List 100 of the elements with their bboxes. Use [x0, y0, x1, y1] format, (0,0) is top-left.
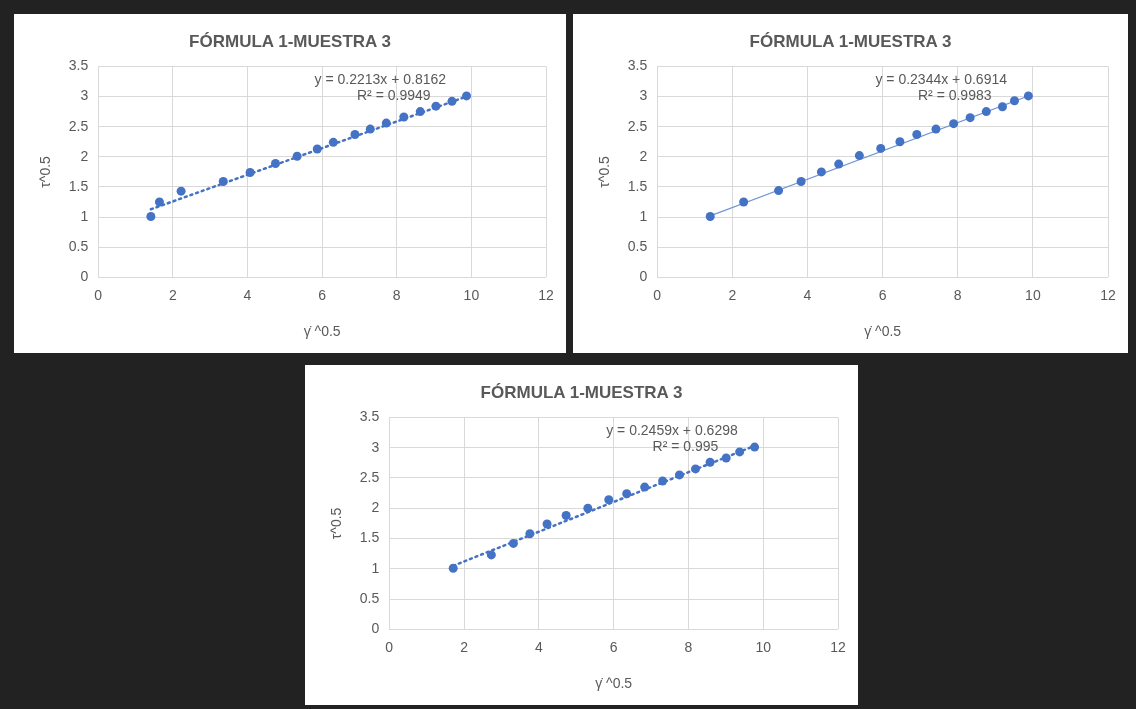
point [431, 101, 441, 111]
x-axis-title: γ̇ ^0.5 [595, 675, 633, 692]
y-tick-label: 1.5 [627, 177, 648, 194]
point [674, 470, 684, 480]
x-tick-label: 8 [953, 286, 962, 303]
point [415, 107, 425, 117]
point [561, 511, 571, 521]
point [658, 476, 668, 486]
x-axis-title: γ̇ ^0.5 [864, 323, 902, 340]
x-tick-label: 12 [830, 638, 846, 655]
point [965, 113, 975, 123]
point [462, 91, 472, 101]
point [981, 107, 991, 117]
point [931, 124, 941, 134]
x-tick-label: 8 [684, 638, 693, 655]
point [399, 112, 409, 122]
point [796, 177, 806, 187]
point [622, 489, 632, 499]
point [176, 186, 186, 196]
point [739, 197, 749, 207]
point [1009, 96, 1019, 106]
y-tick-label: 2.5 [68, 117, 89, 134]
x-tick-label: 0 [385, 638, 394, 655]
point [447, 96, 457, 106]
point [245, 168, 255, 177]
x-tick-label: 10 [1025, 286, 1041, 303]
x-tick-label: 12 [1100, 286, 1116, 303]
y-tick-label: 0.5 [68, 238, 89, 255]
point [721, 453, 731, 463]
point [542, 519, 552, 529]
point [640, 482, 650, 492]
point [328, 137, 338, 147]
annotation: R² = 0.9983 [917, 87, 992, 104]
chart-title: FÓRMULA 1-MUESTRA 3 [189, 31, 391, 51]
x-tick-label: 2 [460, 638, 469, 655]
x-tick-label: 0 [653, 286, 662, 303]
point [834, 159, 844, 169]
point [1023, 91, 1033, 101]
x-tick-label: 8 [392, 286, 401, 303]
y-tick-label: 1 [371, 559, 380, 576]
point [876, 143, 886, 153]
point [365, 124, 375, 134]
y-axis-title: τ^0.5 [596, 155, 613, 188]
point [997, 102, 1007, 112]
y-tick-label: 2 [371, 499, 380, 516]
point [816, 167, 826, 177]
y-axis-title: τ^0.5 [328, 507, 345, 540]
y-tick-label: 0 [639, 268, 648, 285]
point [604, 495, 614, 505]
annotation: R² = 0.9949 [356, 87, 431, 104]
point [292, 151, 302, 161]
point [705, 212, 715, 222]
point [705, 457, 715, 467]
x-tick-label: 6 [878, 286, 887, 303]
y-tick-label: 2 [639, 147, 648, 164]
y-tick-label: 1.5 [68, 177, 89, 194]
x-tick-label: 4 [243, 286, 252, 303]
x-tick-label: 2 [168, 286, 177, 303]
point [735, 447, 745, 457]
x-tick-label: 2 [728, 286, 737, 303]
y-tick-label: 1 [639, 207, 648, 224]
point [525, 529, 535, 539]
x-axis-title: γ̇ ^0.5 [303, 323, 341, 340]
point [146, 212, 156, 222]
y-tick-label: 3 [80, 87, 89, 104]
y-tick-label: 3.5 [627, 57, 648, 74]
point [583, 503, 593, 513]
point [912, 130, 922, 140]
x-tick-label: 10 [463, 286, 480, 303]
y-tick-label: 3.5 [68, 57, 89, 74]
annotation: R² = 0.995 [652, 438, 719, 455]
y-tick-label: 3 [639, 87, 648, 104]
annotation: y = 0.2459x + 0.6298 [606, 422, 738, 439]
x-tick-label: 4 [803, 286, 812, 303]
y-tick-label: 1 [80, 207, 89, 224]
y-tick-label: 3.5 [359, 408, 380, 425]
point [270, 158, 280, 168]
x-tick-label: 4 [534, 638, 543, 655]
y-tick-label: 0.5 [627, 238, 648, 255]
annotation: y = 0.2213x + 0.8162 [314, 71, 447, 88]
x-tick-label: 10 [755, 638, 772, 655]
point [691, 464, 701, 474]
x-tick-label: 6 [318, 286, 327, 303]
y-tick-label: 2 [80, 147, 89, 164]
y-tick-label: 2.5 [359, 468, 380, 485]
point [486, 550, 496, 560]
annotation: y = 0.2344x + 0.6914 [875, 71, 1008, 88]
point [854, 151, 864, 161]
chart-title: FÓRMULA 1-MUESTRA 3 [749, 31, 952, 51]
point [774, 186, 784, 196]
y-tick-label: 0 [371, 620, 380, 637]
point [312, 144, 322, 154]
point [949, 119, 959, 129]
point [218, 177, 228, 187]
y-tick-label: 0 [80, 268, 89, 285]
point [508, 538, 518, 548]
point [895, 137, 905, 147]
point [381, 118, 391, 128]
x-tick-label: 6 [609, 638, 618, 655]
x-tick-label: 12 [538, 286, 554, 303]
